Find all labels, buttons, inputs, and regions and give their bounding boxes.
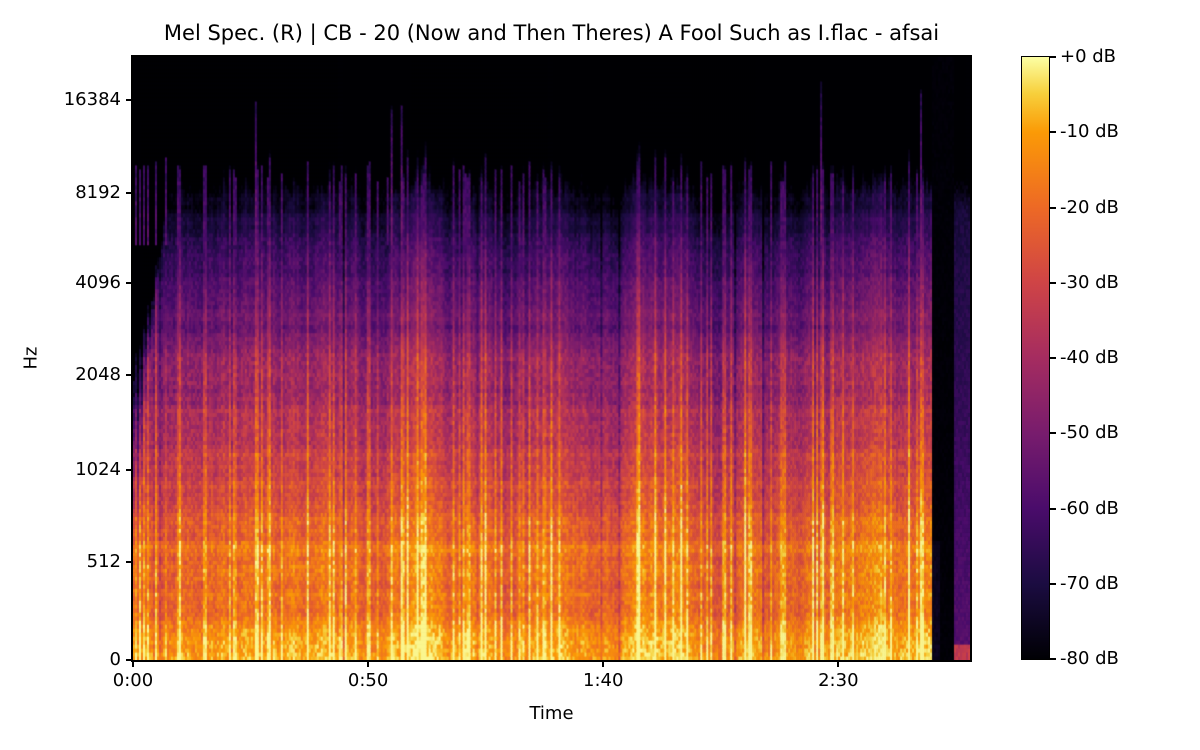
colorbar-tick: [1050, 131, 1056, 134]
x-tick-label: 0:50: [347, 670, 389, 691]
colorbar-tick: [1050, 281, 1056, 284]
colorbar-tick-label: +0 dB: [1060, 46, 1117, 67]
colorbar-gradient: [1022, 57, 1049, 659]
x-axis-label: Time: [529, 703, 574, 724]
colorbar-tick: [1050, 357, 1056, 359]
colorbar-tick-label: -10 dB: [1060, 121, 1119, 143]
colorbar-tick-label: -60 dB: [1060, 497, 1119, 519]
colorbar-tick-label: -20 dB: [1060, 196, 1119, 218]
colorbar-tick-label: -80 dB: [1060, 648, 1119, 669]
y-tick-label: 2048: [75, 364, 121, 385]
x-tick-label: 1:40: [583, 670, 624, 691]
y-tick-label: 16384: [63, 89, 121, 110]
colorbar-tick-label: -40 dB: [1060, 347, 1119, 368]
colorbar-tick-label: -50 dB: [1060, 422, 1119, 444]
chart-title: Mel Spec. (R) | CB - 20 (Now and Then Th…: [163, 21, 940, 45]
colorbar-tick-label: -70 dB: [1060, 572, 1119, 594]
y-tick-label: 8192: [75, 182, 121, 203]
x-tick: [602, 660, 605, 667]
colorbar-tick: [1050, 582, 1056, 585]
plot-area: [131, 55, 972, 662]
colorbar-tick-label: -30 dB: [1060, 271, 1119, 293]
y-tick: [126, 192, 133, 194]
y-tick: [126, 99, 133, 101]
colorbar-tick: [1050, 56, 1056, 58]
y-tick: [126, 282, 133, 284]
x-tick: [837, 660, 840, 667]
y-tick-label: 512: [86, 551, 121, 572]
colorbar-tick: [1050, 206, 1056, 209]
x-tick: [132, 660, 134, 667]
colorbar-tick: [1050, 507, 1056, 510]
y-tick-label: 1024: [75, 459, 121, 480]
x-tick-label: 2:30: [818, 670, 859, 691]
y-tick-label: 0: [109, 649, 121, 670]
y-tick: [126, 469, 133, 471]
colorbar-tick: [1050, 658, 1056, 660]
colorbar-tick: [1050, 432, 1056, 435]
x-tick: [367, 660, 370, 667]
y-tick-label: 4096: [75, 272, 121, 293]
colorbar: [1021, 56, 1050, 660]
spectrogram-canvas: [133, 57, 970, 660]
y-tick: [126, 374, 133, 376]
y-tick: [126, 561, 133, 563]
y-tick: [126, 659, 133, 661]
x-tick-label: 0:00: [112, 670, 154, 691]
